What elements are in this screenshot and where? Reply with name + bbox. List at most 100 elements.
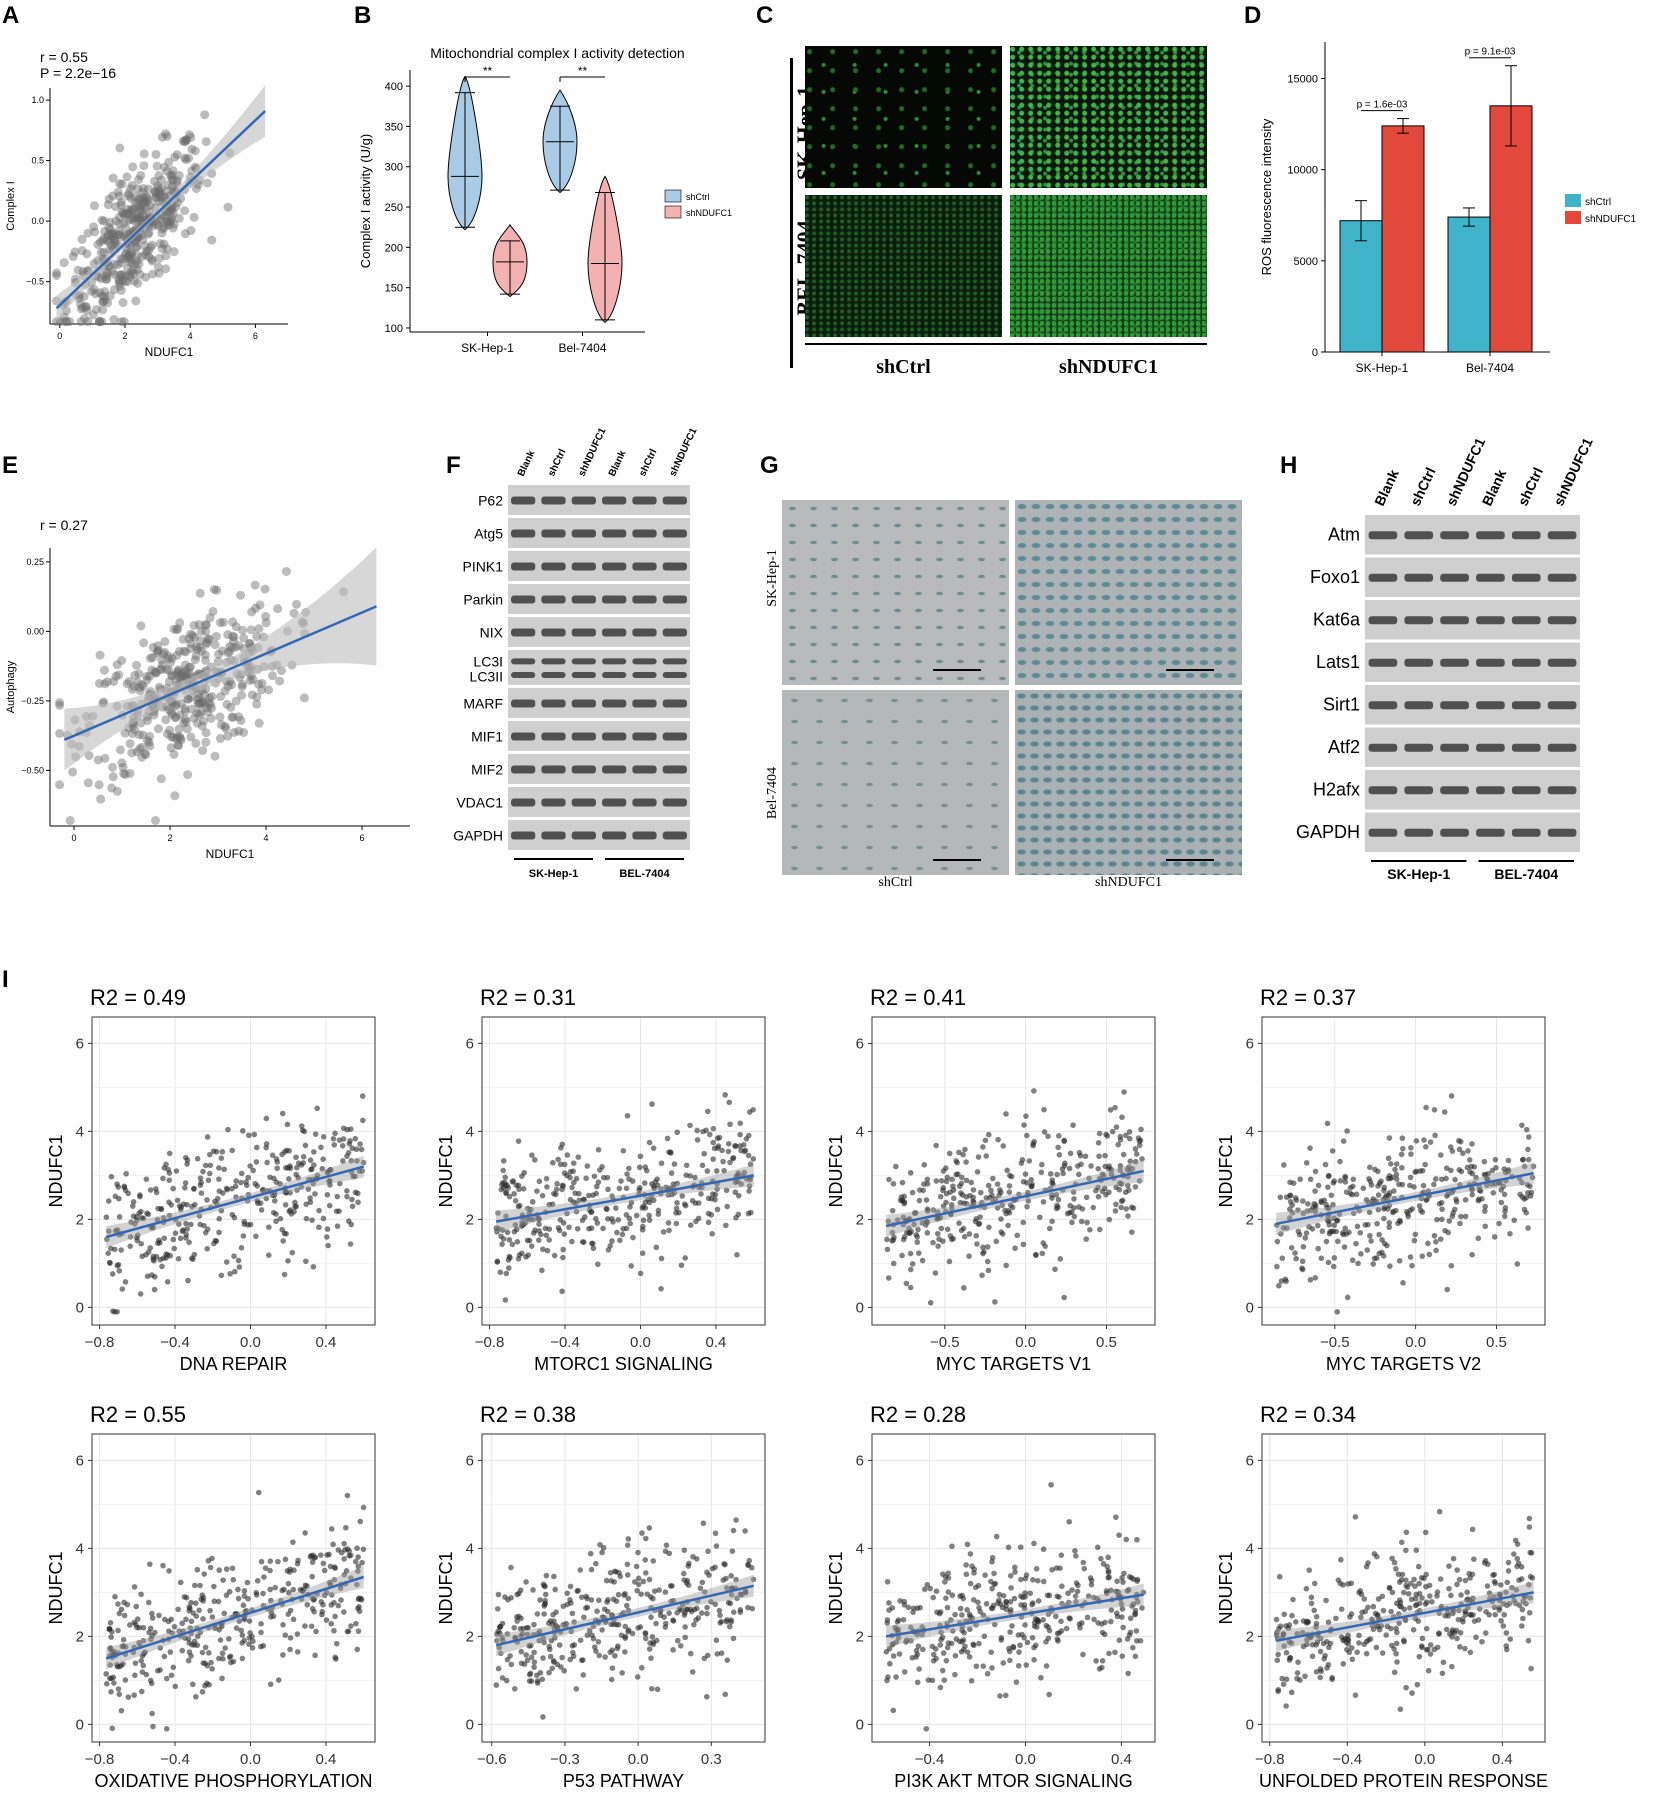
blot-band [1404, 531, 1434, 540]
data-point [328, 1526, 335, 1532]
data-point [646, 1576, 653, 1583]
data-point [712, 1601, 719, 1608]
data-point [91, 289, 101, 299]
row-label: LC3II [470, 668, 503, 684]
data-point [1054, 1171, 1060, 1178]
data-point [706, 1131, 713, 1138]
data-point [1432, 1132, 1438, 1139]
data-point [1330, 1228, 1336, 1235]
blot-band [602, 529, 627, 538]
data-point [180, 153, 190, 163]
data-point [141, 272, 151, 282]
data-point [336, 1208, 342, 1214]
data-point [136, 621, 146, 631]
data-point [1016, 1649, 1022, 1655]
data-point [137, 680, 147, 690]
data-point [658, 1255, 665, 1262]
data-point [151, 193, 161, 203]
data-point [223, 648, 233, 658]
data-point [1005, 1208, 1012, 1214]
data-point [1062, 1160, 1068, 1167]
data-point [1419, 1253, 1426, 1259]
data-point [111, 1309, 118, 1315]
x-tick-label: −0.4 [915, 1751, 945, 1768]
data-point [559, 1182, 566, 1189]
data-point [728, 1591, 735, 1598]
data-point [723, 1222, 729, 1229]
data-point [114, 226, 124, 236]
blot-strip [1365, 685, 1580, 725]
data-point [618, 1178, 624, 1184]
data-point [229, 1565, 236, 1572]
data-point [594, 1220, 601, 1226]
data-point [1056, 1133, 1062, 1139]
data-point [1475, 1235, 1482, 1242]
data-point [1012, 1569, 1018, 1575]
data-point [674, 1200, 680, 1206]
data-point [950, 1195, 957, 1202]
data-point [991, 1570, 997, 1577]
data-point [1126, 1129, 1133, 1135]
data-point [884, 1620, 891, 1626]
data-point [889, 1229, 896, 1236]
data-point [1076, 1171, 1082, 1178]
data-point [108, 762, 118, 772]
data-point [626, 1165, 632, 1172]
scale-bar [1166, 859, 1214, 861]
data-point [180, 136, 190, 146]
data-point [593, 1560, 599, 1567]
data-point [515, 1203, 522, 1210]
data-point [135, 744, 145, 754]
data-point [1303, 1230, 1310, 1236]
data-point [1443, 1175, 1449, 1182]
data-point [1457, 1629, 1464, 1636]
data-point [132, 212, 142, 222]
data-point [138, 195, 148, 205]
data-point [260, 1590, 266, 1597]
data-point [122, 172, 132, 182]
data-point [131, 1584, 138, 1590]
data-point [191, 184, 201, 194]
data-point [321, 1567, 328, 1574]
panel-label-a: A [2, 2, 20, 29]
data-point [175, 1256, 182, 1262]
data-point [1080, 1651, 1086, 1658]
data-point [345, 1149, 352, 1156]
blot-band [602, 699, 627, 708]
data-point [168, 175, 178, 185]
data-point [202, 1644, 209, 1651]
panel-label-i: I [2, 966, 9, 993]
data-point [1375, 1206, 1382, 1213]
data-point [201, 620, 211, 630]
data-point [1462, 1611, 1469, 1618]
data-point [238, 1245, 245, 1251]
data-point [962, 1146, 968, 1153]
data-point [714, 1168, 720, 1174]
blot-band [1440, 573, 1469, 582]
data-point [354, 1190, 361, 1197]
data-point [169, 624, 179, 634]
data-point [1418, 1195, 1425, 1202]
data-point [169, 219, 179, 229]
data-point [1015, 1663, 1022, 1669]
data-point [162, 131, 172, 141]
data-point [981, 1633, 988, 1640]
data-point [55, 700, 65, 710]
data-point [561, 1161, 568, 1168]
data-point [640, 1578, 647, 1585]
data-point [245, 1222, 251, 1228]
blot-band [1368, 828, 1398, 837]
data-point [1473, 1174, 1479, 1181]
data-point [642, 1635, 649, 1642]
data-point [1431, 1646, 1437, 1653]
data-point [930, 1239, 936, 1246]
data-point [263, 1144, 270, 1151]
data-point [210, 640, 220, 650]
data-point [564, 1152, 571, 1158]
data-point [354, 1646, 361, 1653]
data-point [1307, 1176, 1314, 1183]
data-point [255, 1489, 262, 1496]
data-point [152, 161, 162, 171]
data-point [299, 693, 309, 703]
data-point [140, 749, 150, 759]
